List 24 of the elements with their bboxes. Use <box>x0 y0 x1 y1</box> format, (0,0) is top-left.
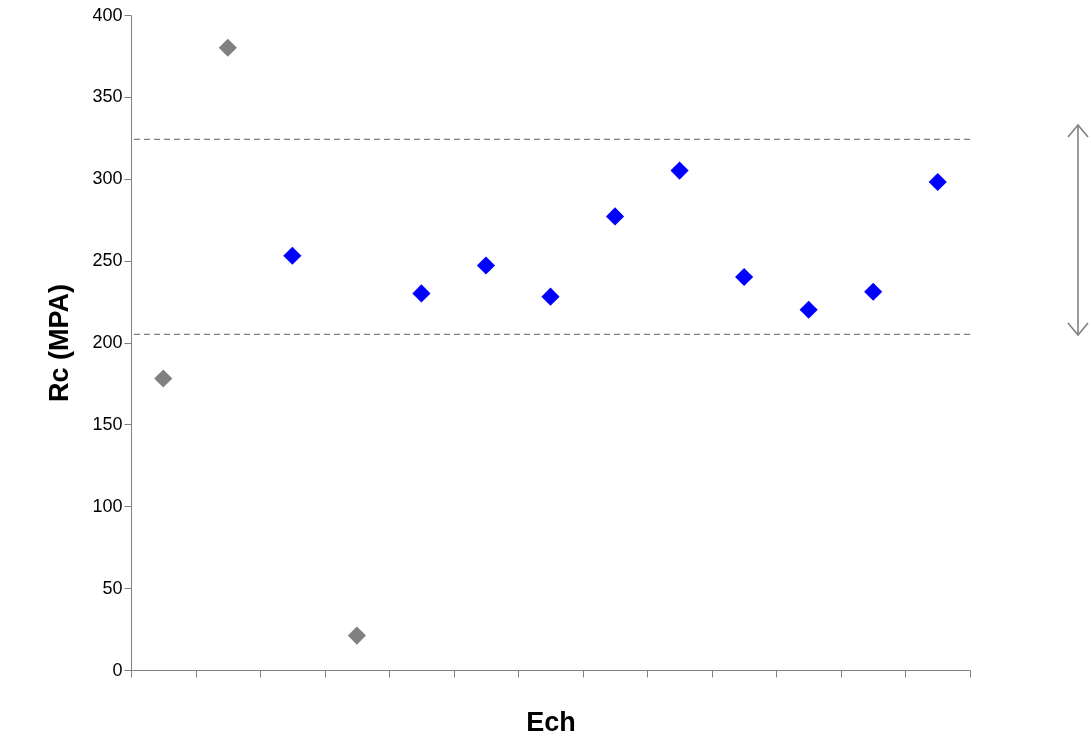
point <box>864 282 883 301</box>
y-tick-label: 200 <box>92 332 123 352</box>
point <box>283 246 302 265</box>
point <box>670 161 689 180</box>
point <box>412 284 431 303</box>
y-tick-label: 250 <box>92 250 123 271</box>
y-tick-label: 300 <box>92 168 123 189</box>
point <box>735 267 754 287</box>
point <box>605 207 625 226</box>
y-tick-label: 400 <box>92 4 123 25</box>
point <box>154 369 173 388</box>
y-axis-title: Rc (MPA) <box>44 284 75 402</box>
y-tick-label: 0 <box>112 659 123 680</box>
point <box>347 626 366 645</box>
point <box>476 256 496 275</box>
y-tick-label: 50 <box>102 577 123 598</box>
y-tick-label: 150 <box>92 413 123 434</box>
point <box>541 287 560 306</box>
y-tick-label: 100 <box>92 495 123 516</box>
point <box>799 300 818 319</box>
x-axis-title: Ech <box>526 707 576 737</box>
point <box>928 172 947 192</box>
y-tick-label: 350 <box>92 86 123 107</box>
point <box>218 38 237 57</box>
